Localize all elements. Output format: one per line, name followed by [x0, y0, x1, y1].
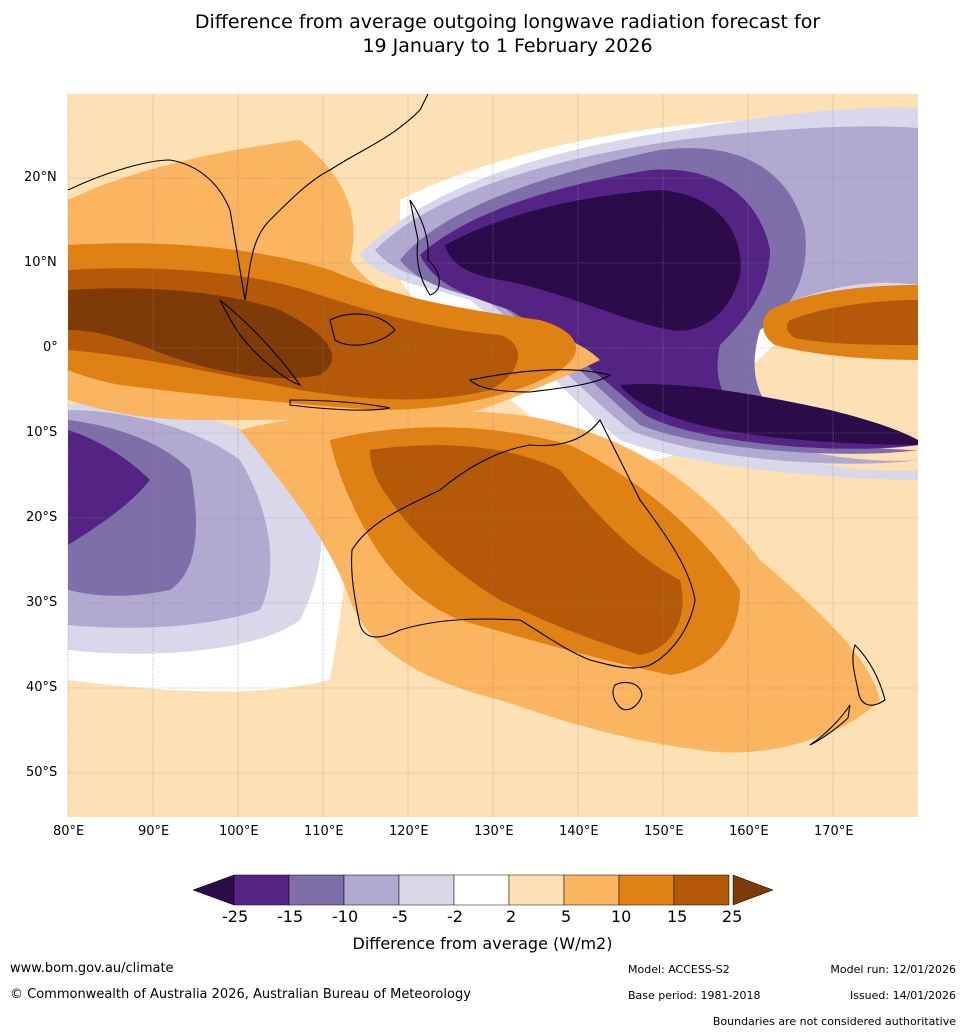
lon-label: 140°E: [559, 824, 599, 839]
colorbar-swatch: [453, 874, 510, 906]
lon-label: 80°E: [53, 824, 85, 839]
coast-sumatra: [219, 299, 302, 387]
colorbar-tick: 10: [611, 907, 632, 926]
colorbar-tick: -15: [277, 907, 304, 926]
title-line-1: Difference from average outgoing longwav…: [194, 11, 821, 33]
footer-copyright: © Commonwealth of Australia 2026, Austra…: [10, 987, 471, 1002]
colorbar-swatch: [343, 874, 400, 906]
coast-java: [289, 399, 391, 411]
colorbar-tick: -10: [332, 907, 359, 926]
colorbar-title: Difference from average (W/m2): [352, 934, 613, 953]
field-epac-lv4: [786, 300, 918, 345]
lat-label: 40°S: [26, 680, 58, 695]
coast-asia: [68, 94, 429, 301]
coast-new-guinea: [468, 369, 612, 393]
lat-label: 20°S: [26, 510, 58, 525]
colorbar-swatch: [508, 874, 565, 906]
coastlines: [68, 94, 886, 746]
footer-issued: Issued: 14/01/2026: [849, 989, 956, 1002]
coast-tasmania: [612, 681, 643, 711]
coast-borneo: [329, 313, 396, 346]
lon-label: 100°E: [219, 824, 259, 839]
coast-philippines: [409, 199, 440, 296]
chart-title: Difference from average outgoing longwav…: [0, 10, 965, 58]
colorbar: [192, 874, 774, 906]
footer-model-run: Model run: 12/01/2026: [830, 963, 956, 976]
lon-label: 160°E: [729, 824, 769, 839]
field-pac-core-s: [620, 384, 918, 445]
lat-label: 30°S: [26, 595, 58, 610]
coast-australia: [351, 418, 696, 669]
lat-label: 10°S: [26, 425, 58, 440]
footer-disclaimer: Boundaries are not considered authoritat…: [712, 1015, 956, 1028]
colorbar-tick: -2: [447, 907, 463, 926]
colorbar-tick: -5: [392, 907, 408, 926]
graticule: [67, 94, 918, 817]
colorbar-swatch: [288, 874, 345, 906]
colorbar-swatch: [673, 874, 730, 906]
colorbar-tick: 25: [722, 907, 743, 926]
colorbar-tick: 2: [506, 907, 517, 926]
colorbar-tick: -25: [222, 907, 249, 926]
field-sea-core: [68, 288, 333, 379]
lat-label: 20°N: [24, 170, 57, 185]
lat-label: 50°S: [26, 765, 58, 780]
lon-label: 120°E: [389, 824, 429, 839]
colorbar-tick: 15: [667, 907, 688, 926]
footer-base-period: Base period: 1981-2018: [628, 989, 761, 1002]
colorbar-swatch: [618, 874, 675, 906]
lon-label: 150°E: [644, 824, 684, 839]
title-line-2: 19 January to 1 February 2026: [362, 35, 653, 57]
field-aus-lv4: [370, 445, 683, 655]
lat-label: 0°: [43, 340, 58, 355]
lon-label: 110°E: [304, 824, 344, 839]
colorbar-extend-high: [732, 874, 774, 906]
field-io-lv4: [68, 430, 150, 545]
footer-model: Model: ACCESS-S2: [628, 963, 730, 976]
colorbar-swatch: [233, 874, 290, 906]
colorbar-swatch: [398, 874, 455, 906]
lon-label: 130°E: [474, 824, 514, 839]
colorbar-extend-low: [192, 874, 235, 906]
colorbar-swatch: [563, 874, 620, 906]
footer-url[interactable]: www.bom.gov.au/climate: [10, 961, 174, 976]
lon-label: 90°E: [138, 824, 170, 839]
colorbar-tick: 5: [561, 907, 572, 926]
lon-label: 170°E: [814, 824, 854, 839]
colorbar-boxes: [233, 874, 730, 906]
field-pac-core-n: [445, 190, 741, 331]
coast-new-zealand: [809, 643, 886, 746]
lat-label: 10°N: [24, 255, 57, 270]
